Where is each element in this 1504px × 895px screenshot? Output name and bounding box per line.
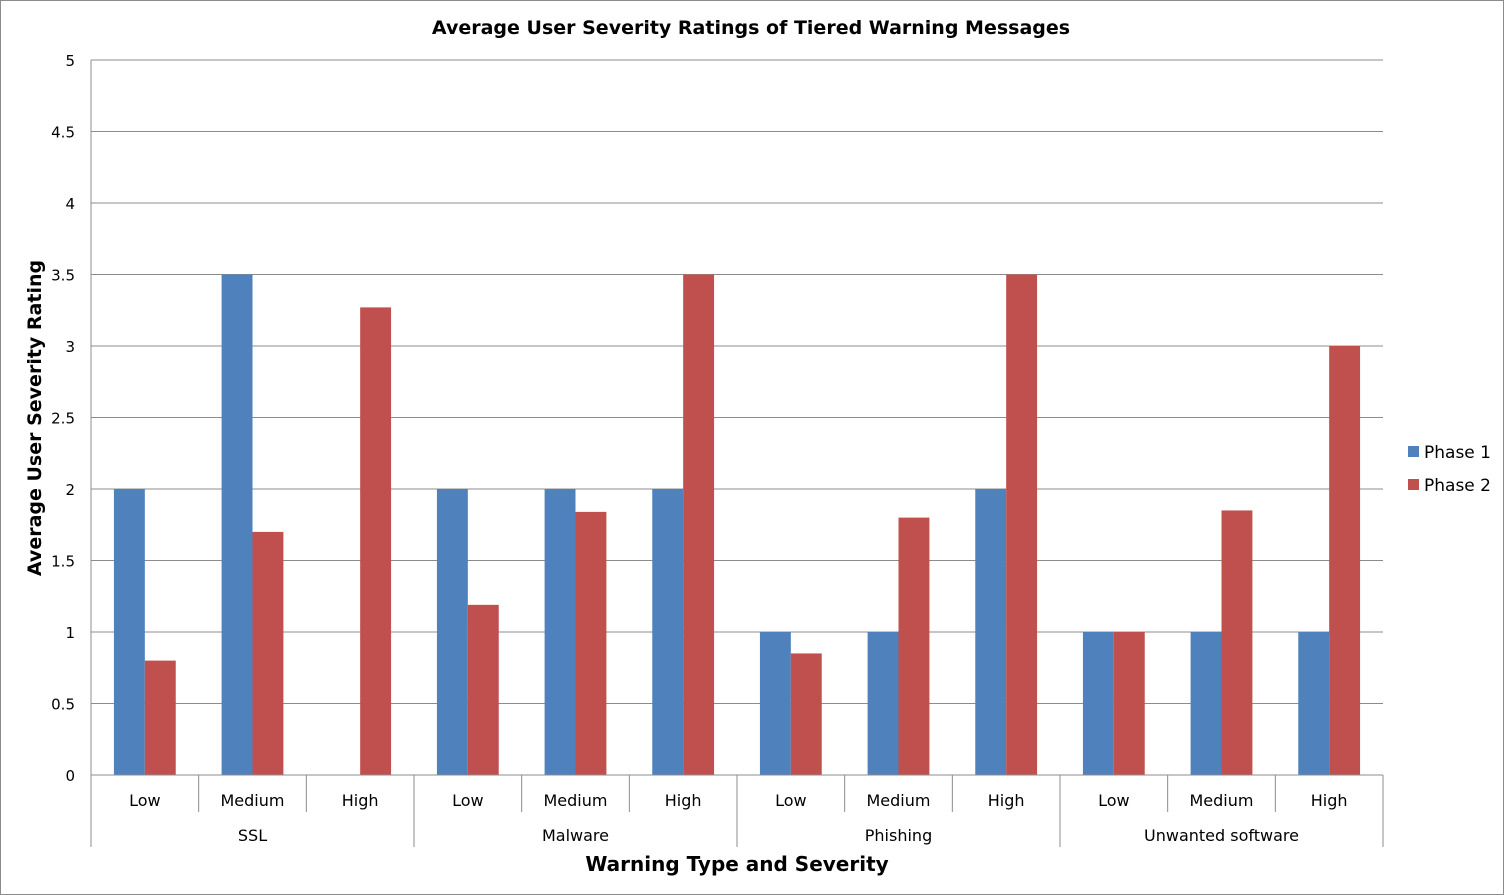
bar-phase-2 [252, 531, 284, 775]
legend-label: Phase 2 [1424, 476, 1491, 496]
bar-phase-1 [113, 489, 145, 775]
x-tick-label: High [988, 791, 1025, 810]
y-tick-label: 5 [65, 52, 75, 70]
bar-phase-1 [975, 489, 1007, 775]
x-tick-label: Medium [221, 791, 285, 810]
x-tick-label: Low [129, 791, 161, 810]
gridlines [90, 59, 1383, 775]
y-tick-label: 1 [65, 624, 75, 642]
x-tick-label: Medium [544, 791, 608, 810]
y-tick-label: 0.5 [51, 696, 75, 714]
bar-phase-2 [575, 511, 607, 775]
y-axis-title: Average User Severity Rating [24, 260, 46, 576]
bar-phase-1 [652, 489, 684, 775]
bar-phase-2 [144, 660, 176, 775]
x-tick-label: Low [452, 791, 484, 810]
x-axis: Low Medium High SSL Low Medium High Malware Low M… [90, 774, 1384, 847]
y-tick-label: 4.5 [51, 124, 75, 142]
y-tick-label: 4 [65, 195, 75, 213]
x-tick-label: Medium [867, 791, 931, 810]
bar-phase-2 [683, 274, 715, 775]
x-tick-label: High [1311, 791, 1348, 810]
y-tick-label: 1.5 [51, 553, 75, 571]
y-tick-label: 2.5 [51, 410, 75, 428]
x-axis-title: Warning Type and Severity [585, 852, 888, 876]
bar-phase-1 [221, 274, 253, 775]
legend-swatch [1408, 479, 1419, 490]
x-group-label: Unwanted software [1144, 826, 1299, 845]
legend-label: Phase 1 [1424, 443, 1491, 463]
y-tick-label: 3 [65, 338, 75, 356]
bar-phase-2 [1006, 274, 1038, 775]
bar-phase-2 [1329, 346, 1361, 775]
bar-phase-2 [1113, 632, 1145, 775]
x-tick-label: High [342, 791, 379, 810]
x-tick-label: Low [775, 791, 807, 810]
x-tick-label: High [665, 791, 702, 810]
bar-phase-2 [467, 604, 499, 775]
bar-phase-1 [436, 489, 468, 775]
y-tick-label: 3.5 [51, 267, 75, 285]
bars [113, 274, 1361, 775]
chart-title: Average User Severity Ratings of Tiered … [432, 17, 1070, 39]
y-tick-label: 0 [65, 767, 75, 785]
bar-phase-1 [1190, 632, 1222, 775]
bar-phase-2 [898, 517, 930, 775]
bar-phase-1 [759, 632, 791, 775]
bar-phase-2 [1221, 510, 1253, 775]
x-tick-label: Low [1098, 791, 1130, 810]
bar-phase-2 [790, 653, 822, 775]
x-tick-label: Medium [1190, 791, 1254, 810]
x-group-label: SSL [238, 826, 267, 845]
x-group-label: Malware [542, 826, 609, 845]
y-tick-label: 2 [65, 481, 75, 499]
bar-phase-2 [360, 307, 392, 775]
bar-phase-1 [1082, 632, 1114, 775]
legend-swatch [1408, 446, 1419, 457]
y-axis-ticks: 0 0.5 1 1.5 2 2.5 3 3.5 4 4.5 5 [51, 52, 75, 785]
x-group-label: Phishing [865, 826, 932, 845]
bar-phase-1 [867, 632, 899, 775]
bar-phase-1 [1298, 632, 1330, 775]
bar-phase-1 [544, 489, 576, 775]
legend: Phase 1 Phase 2 [1408, 443, 1491, 496]
